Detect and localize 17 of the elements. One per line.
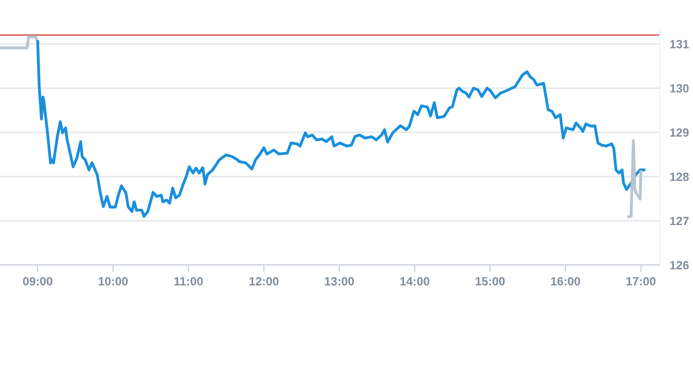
- y-tick-label: 127: [670, 216, 689, 226]
- y-tick-label: 128: [670, 172, 689, 181]
- y-tick-label: 129: [670, 128, 689, 137]
- y-tick-label: 126: [670, 261, 689, 270]
- y-tick-label: 131: [670, 40, 689, 48]
- line-series: [36, 40, 646, 218]
- x-tick-label: 17:00: [626, 277, 656, 286]
- y-tick-label: 130: [670, 84, 689, 93]
- x-tick-label: 10:00: [98, 277, 128, 286]
- x-tick-label: 11:00: [174, 277, 203, 286]
- line-series: [627, 139, 642, 218]
- x-tick-label: 14:00: [400, 277, 430, 286]
- x-tick-label: 12:00: [250, 277, 279, 286]
- x-tick-label: 09:00: [23, 277, 52, 286]
- x-tick-label: 16:00: [551, 277, 580, 286]
- x-tick-label: 15:00: [476, 277, 505, 286]
- x-tick-label: 13:00: [324, 277, 354, 286]
